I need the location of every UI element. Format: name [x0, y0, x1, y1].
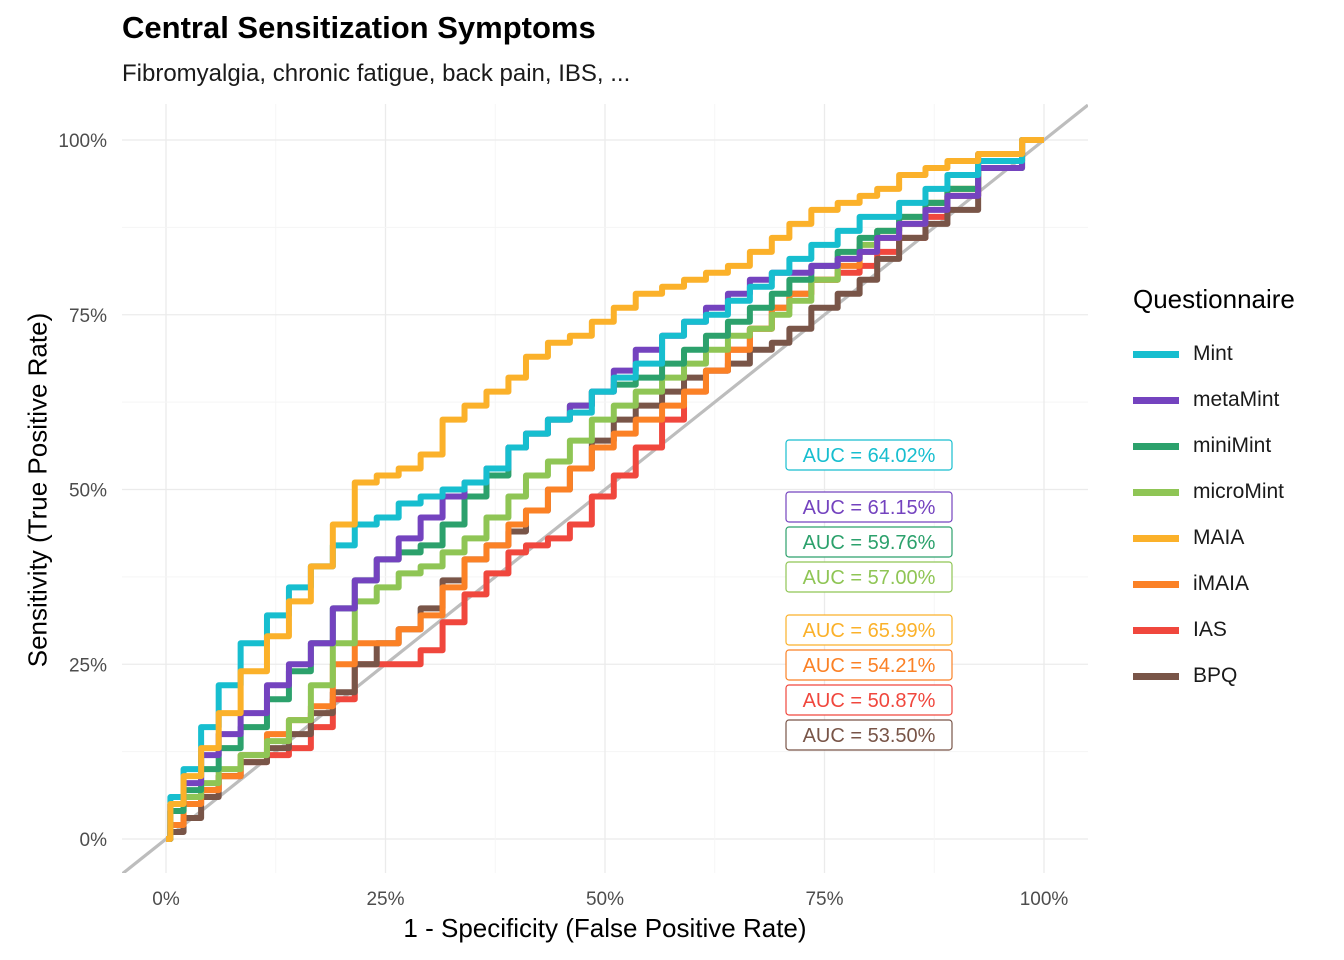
legend-item-imaia: iMAIA — [1133, 561, 1295, 607]
axis-ticks: 0% 25% 50% 75% 100% 0% 25% 50% 75% 100% — [58, 131, 1068, 910]
x-axis-label: 1 - Specificity (False Positive Rate) — [403, 913, 807, 943]
legend-title: Questionnaire — [1133, 284, 1295, 314]
auc-label-box — [785, 649, 953, 681]
auc-label-ias: AUC = 50.87% — [803, 690, 936, 712]
legend-key — [1133, 534, 1179, 542]
auc-label-minimint: AUC = 59.76% — [803, 532, 936, 554]
auc-label-box — [785, 614, 953, 646]
auc-label-box — [785, 561, 953, 593]
roc-curves — [166, 137, 1044, 842]
legend-key — [1133, 626, 1179, 634]
chart-subtitle: Fibromyalgia, chronic fatigue, back pain… — [122, 60, 631, 87]
auc-label-imaia: AUC = 54.21% — [803, 655, 936, 677]
chart-title: Central Sensitization Symptoms — [122, 10, 596, 45]
x-tick-label: 50% — [586, 889, 624, 910]
legend-item-mint: Mint — [1133, 331, 1295, 377]
legend-label: Mint — [1193, 342, 1233, 365]
auc-labels: AUC = 64.02% AUC = 61.15% AUC = 59.76% AUC … — [785, 439, 953, 751]
auc-label-box — [785, 719, 953, 751]
x-tick-label: 75% — [805, 889, 843, 910]
legend-item-metamint: metaMint — [1133, 377, 1295, 423]
auc-label-bpq: AUC = 53.50% — [803, 725, 936, 747]
legend-key — [1133, 350, 1179, 358]
legend-item-maia: MAIA — [1133, 515, 1295, 561]
legend-label: iMAIA — [1193, 572, 1250, 595]
legend-label: MAIA — [1193, 526, 1245, 549]
auc-label-metamint: AUC = 61.15% — [803, 497, 936, 519]
x-tick-label: 0% — [152, 889, 180, 910]
legend-label: miniMint — [1193, 434, 1272, 457]
y-tick-label: 50% — [69, 481, 107, 502]
legend-label: IAS — [1193, 618, 1227, 641]
legend-item-ias: IAS — [1133, 607, 1295, 653]
y-tick-label: 0% — [80, 830, 108, 851]
y-axis-label: Sensitivity (True Positive Rate) — [22, 312, 53, 668]
legend-key — [1133, 442, 1179, 450]
auc-label-box — [785, 491, 953, 523]
legend-key — [1133, 672, 1179, 680]
legend-key — [1133, 580, 1179, 588]
legend: Questionnaire Mint metaMint miniMint microM… — [1133, 284, 1295, 699]
legend-label: microMint — [1193, 480, 1285, 503]
legend-item-minimint: miniMint — [1133, 423, 1295, 469]
legend-item-bpq: BPQ — [1133, 653, 1295, 699]
y-tick-label: 75% — [69, 306, 107, 327]
legend-item-micromint: microMint — [1133, 469, 1295, 515]
y-tick-label: 100% — [58, 131, 107, 152]
legend-label: BPQ — [1193, 664, 1238, 687]
legend-key — [1133, 396, 1179, 404]
x-tick-label: 100% — [1020, 889, 1069, 910]
auc-label-micromint: AUC = 57.00% — [803, 567, 936, 589]
legend-label: metaMint — [1193, 388, 1280, 411]
legend-items: Mint metaMint miniMint microMint MAIA iMAIA IA… — [1133, 331, 1295, 699]
auc-label-mint: AUC = 64.02% — [803, 445, 936, 467]
legend-key — [1133, 488, 1179, 496]
auc-label-maia: AUC = 65.99% — [803, 620, 936, 642]
auc-label-box — [785, 526, 953, 558]
x-tick-label: 25% — [366, 889, 404, 910]
roc-curve-maia — [166, 137, 1044, 842]
y-tick-label: 25% — [69, 655, 107, 676]
auc-label-box — [785, 684, 953, 716]
auc-label-box — [785, 439, 953, 471]
